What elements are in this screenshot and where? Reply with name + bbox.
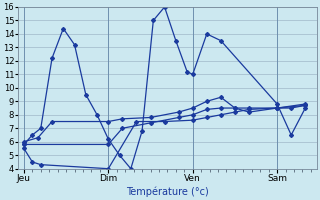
X-axis label: Température (°c): Température (°c)	[126, 186, 209, 197]
